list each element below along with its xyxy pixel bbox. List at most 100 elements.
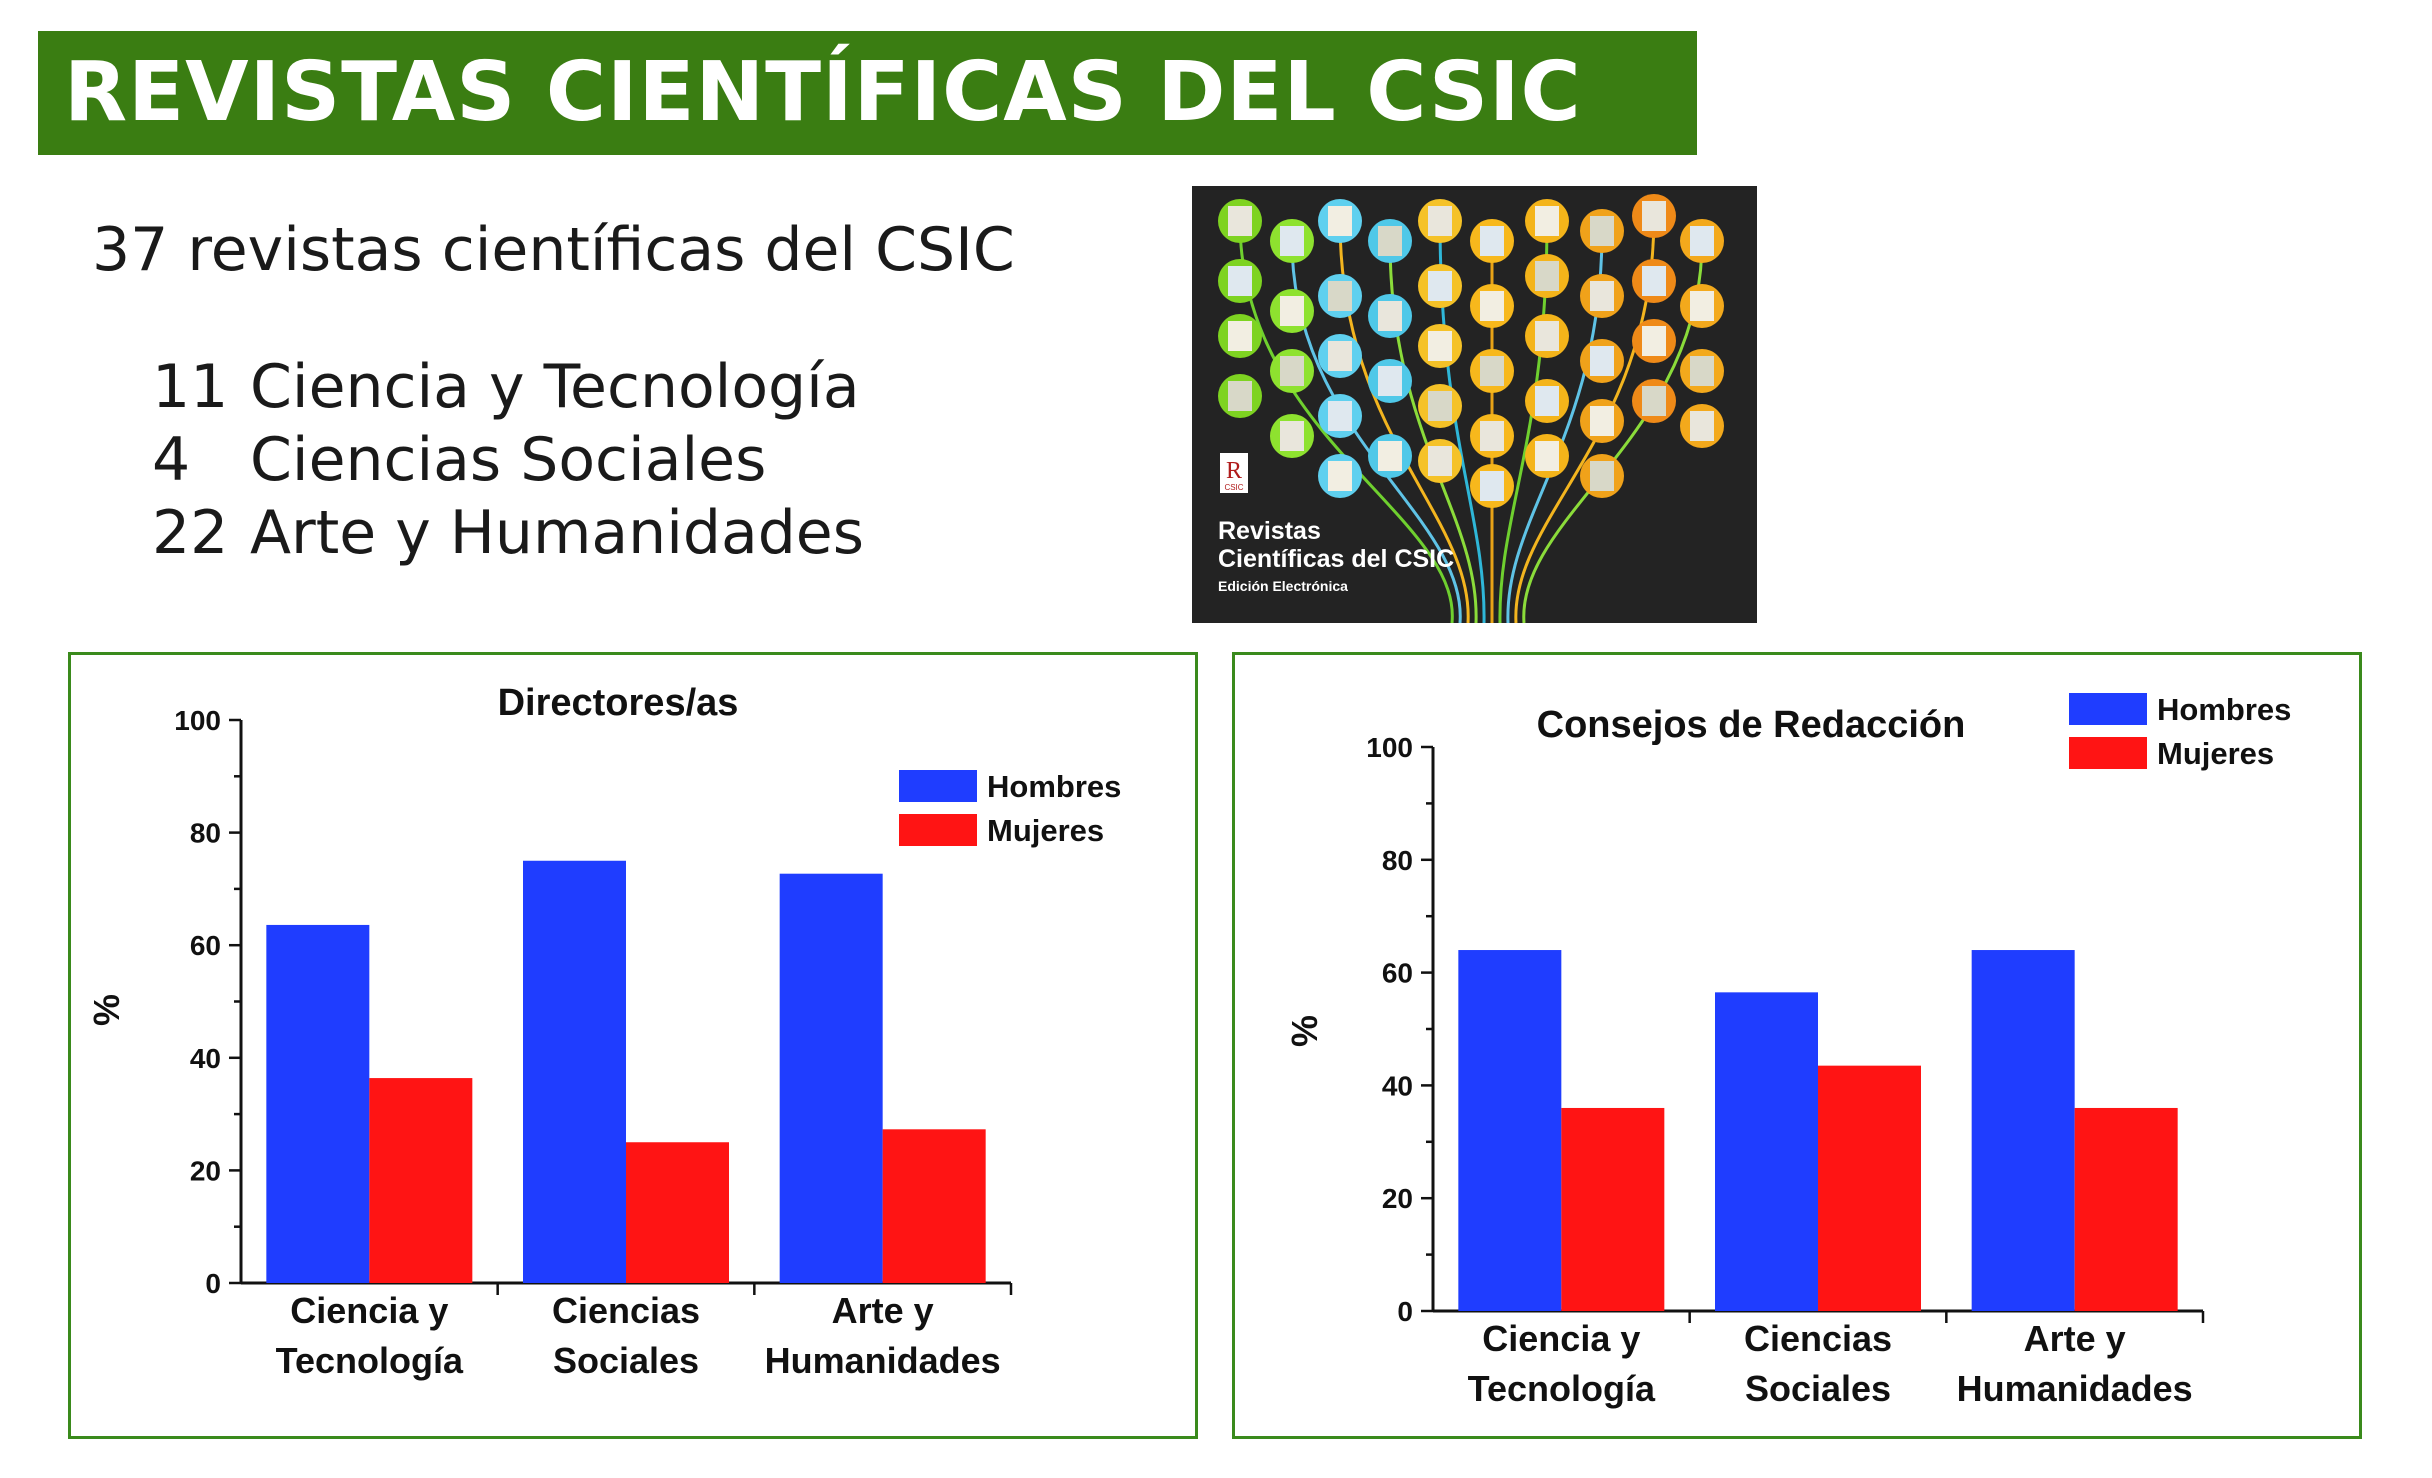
x-category-label: Humanidades xyxy=(765,1340,1001,1381)
thumbnail-cover xyxy=(1690,356,1714,386)
thumbnail-cover xyxy=(1428,331,1452,361)
y-axis-label: % xyxy=(86,994,127,1026)
legend-label-mujeres: Mujeres xyxy=(987,813,1104,848)
x-category-label: Tecnología xyxy=(276,1340,464,1381)
y-tick-label: 100 xyxy=(174,705,221,736)
thumbnail-cover xyxy=(1428,206,1452,236)
thumbnail-cover xyxy=(1228,321,1252,351)
thumbnail-cover xyxy=(1328,461,1352,491)
breakdown-count: 11 xyxy=(152,352,229,422)
breakdown-label: Ciencia y Tecnología xyxy=(250,352,860,422)
thumbnail-cover xyxy=(1590,216,1614,246)
thumbnail-cover xyxy=(1535,321,1559,351)
csic-logo: R CSIC xyxy=(1220,453,1248,493)
y-tick-label: 0 xyxy=(205,1268,221,1299)
y-tick-label: 60 xyxy=(190,930,221,961)
thumbnail-cover xyxy=(1590,406,1614,436)
x-category-label: Ciencias xyxy=(1744,1318,1892,1359)
thumbnail-cover xyxy=(1642,386,1666,416)
thumbnail-cover xyxy=(1428,446,1452,476)
journal-thumbnails xyxy=(1218,194,1724,508)
y-tick-label: 40 xyxy=(1382,1070,1413,1101)
thumbnail-cover xyxy=(1690,226,1714,256)
y-tick-label: 20 xyxy=(1382,1183,1413,1214)
x-category-label: Sociales xyxy=(1745,1368,1891,1409)
thumbnail-cover xyxy=(1690,411,1714,441)
x-category-label: Ciencia y xyxy=(1482,1318,1640,1359)
y-axis-label: % xyxy=(1284,1015,1325,1047)
thumbnail-cover xyxy=(1480,291,1504,321)
total-journals-text: 37 revistas científicas del CSIC xyxy=(92,215,1015,285)
bar-hombres xyxy=(523,860,626,1283)
thumbnail-cover xyxy=(1378,441,1402,471)
thumbnail-cover xyxy=(1535,386,1559,416)
thumbnail-cover xyxy=(1480,471,1504,501)
chart-title: Consejos de Redacción xyxy=(1537,704,1966,746)
bar-mujeres xyxy=(369,1078,473,1283)
cover-title-line2: Científicas del CSIC xyxy=(1218,545,1454,573)
breakdown-count: 4 xyxy=(152,425,191,495)
cover-subtitle: Edición Electrónica xyxy=(1218,578,1348,594)
thumbnail-cover xyxy=(1535,206,1559,236)
thumbnail-cover xyxy=(1228,266,1252,296)
thumbnail-cover xyxy=(1642,201,1666,231)
cover-title-line1: Revistas xyxy=(1218,517,1321,545)
thumbnail-cover xyxy=(1280,421,1304,451)
thumbnail-cover xyxy=(1590,281,1614,311)
legend-swatch-hombres xyxy=(2069,693,2147,725)
thumbnail-cover xyxy=(1328,206,1352,236)
journals-cover-image: R CSIC Revistas Científicas del CSIC Edi… xyxy=(1192,186,1757,623)
chart-title: Directores/as xyxy=(498,682,739,724)
legend-label-mujeres: Mujeres xyxy=(2157,736,2274,771)
x-category-label: Ciencia y xyxy=(290,1290,448,1331)
branch-line xyxy=(1498,220,1549,623)
thumbnail-cover xyxy=(1378,301,1402,331)
x-category-label: Arte y xyxy=(2024,1318,2126,1359)
chart-panel-consejos: Consejos de Redacción% 0 20 40 60 80 100 Cienci… xyxy=(1232,652,2362,1439)
bar-mujeres xyxy=(1561,1107,1665,1311)
thumbnail-cover xyxy=(1590,461,1614,491)
bar-hombres xyxy=(266,924,370,1283)
legend-swatch-mujeres xyxy=(2069,737,2147,769)
legend-label-hombres: Hombres xyxy=(987,769,1121,804)
breakdown-item-ciencia-tecnologia: 11 Ciencia y Tecnología xyxy=(152,352,860,422)
chart-directores: Directores/as% 0 20 40 60 80 100 Ciencia y Tecno… xyxy=(86,682,1121,1381)
breakdown-count: 22 xyxy=(152,498,229,568)
bar-mujeres xyxy=(2074,1107,2178,1311)
logo-letter: R xyxy=(1226,458,1242,484)
bar-mujeres xyxy=(882,1129,986,1283)
y-tick-label: 100 xyxy=(1366,732,1413,763)
bar-mujeres xyxy=(626,1142,729,1283)
thumbnail-cover xyxy=(1378,226,1402,256)
x-category-label: Ciencias xyxy=(552,1290,700,1331)
thumbnail-cover xyxy=(1228,206,1252,236)
y-tick-label: 0 xyxy=(1397,1296,1413,1327)
title-banner: REVISTAS CIENTÍFICAS DEL CSIC xyxy=(38,31,1697,155)
thumbnail-cover xyxy=(1328,341,1352,371)
x-category-label: Tecnología xyxy=(1468,1368,1656,1409)
y-tick-label: 80 xyxy=(1382,845,1413,876)
logo-caption: CSIC xyxy=(1224,483,1243,492)
bar-hombres xyxy=(1715,992,1818,1311)
thumbnail-cover xyxy=(1280,356,1304,386)
thumbnail-cover xyxy=(1280,226,1304,256)
thumbnail-cover xyxy=(1328,281,1352,311)
legend-label-hombres: Hombres xyxy=(2157,692,2291,727)
thumbnail-cover xyxy=(1328,401,1352,431)
legend-swatch-hombres xyxy=(899,770,977,802)
thumbnail-cover xyxy=(1480,421,1504,451)
thumbnail-cover xyxy=(1280,296,1304,326)
legend-swatch-mujeres xyxy=(899,814,977,846)
thumbnail-cover xyxy=(1480,356,1504,386)
breakdown-label: Ciencias Sociales xyxy=(250,425,767,495)
y-tick-label: 40 xyxy=(190,1043,221,1074)
bar-hombres xyxy=(1458,950,1562,1311)
thumbnail-cover xyxy=(1428,271,1452,301)
thumbnail-cover xyxy=(1480,226,1504,256)
x-category-label: Sociales xyxy=(553,1340,699,1381)
y-tick-label: 80 xyxy=(190,818,221,849)
chart-panel-directores: Directores/as% 0 20 40 60 80 100 Ciencia y Tecno… xyxy=(68,652,1198,1439)
y-tick-label: 20 xyxy=(190,1155,221,1186)
thumbnail-cover xyxy=(1642,326,1666,356)
bar-hombres xyxy=(1971,950,2075,1311)
